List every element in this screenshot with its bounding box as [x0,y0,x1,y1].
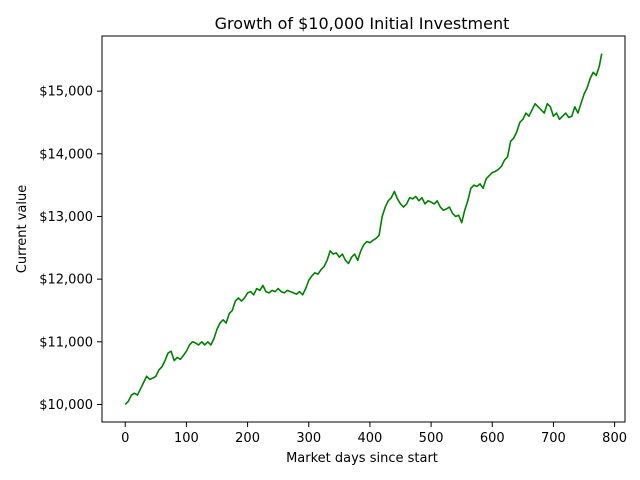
x-tick-label: 400 [358,431,383,446]
x-tick-label: 100 [174,431,199,446]
y-tick-label: $12,000 [39,273,93,288]
x-tick-label: 0 [121,431,129,446]
y-axis-ticks: $10,000 $11,000 $12,000 $13,000 $14,000 $15,0… [39,85,102,413]
plot-frame [101,35,626,423]
series-line-investment-value [124,53,603,406]
x-axis-label: Market days since start [286,451,438,466]
y-axis-label: Current value [15,185,30,273]
x-tick-label: 300 [296,431,321,446]
y-tick-label: $14,000 [39,147,93,162]
x-tick-label: 700 [541,431,566,446]
y-tick-label: $13,000 [39,210,93,225]
x-tick-label: 800 [602,431,627,446]
x-tick-label: 500 [419,431,444,446]
y-tick-label: $11,000 [39,335,93,350]
x-tick-label: 200 [235,431,260,446]
y-tick-label: $10,000 [39,398,93,413]
y-tick-label: $15,000 [39,85,93,100]
x-tick-label: 600 [480,431,505,446]
chart-title: Growth of $10,000 Initial Investment [215,14,510,33]
x-axis-ticks: 0 100 200 300 400 500 600 700 800 [121,422,627,446]
